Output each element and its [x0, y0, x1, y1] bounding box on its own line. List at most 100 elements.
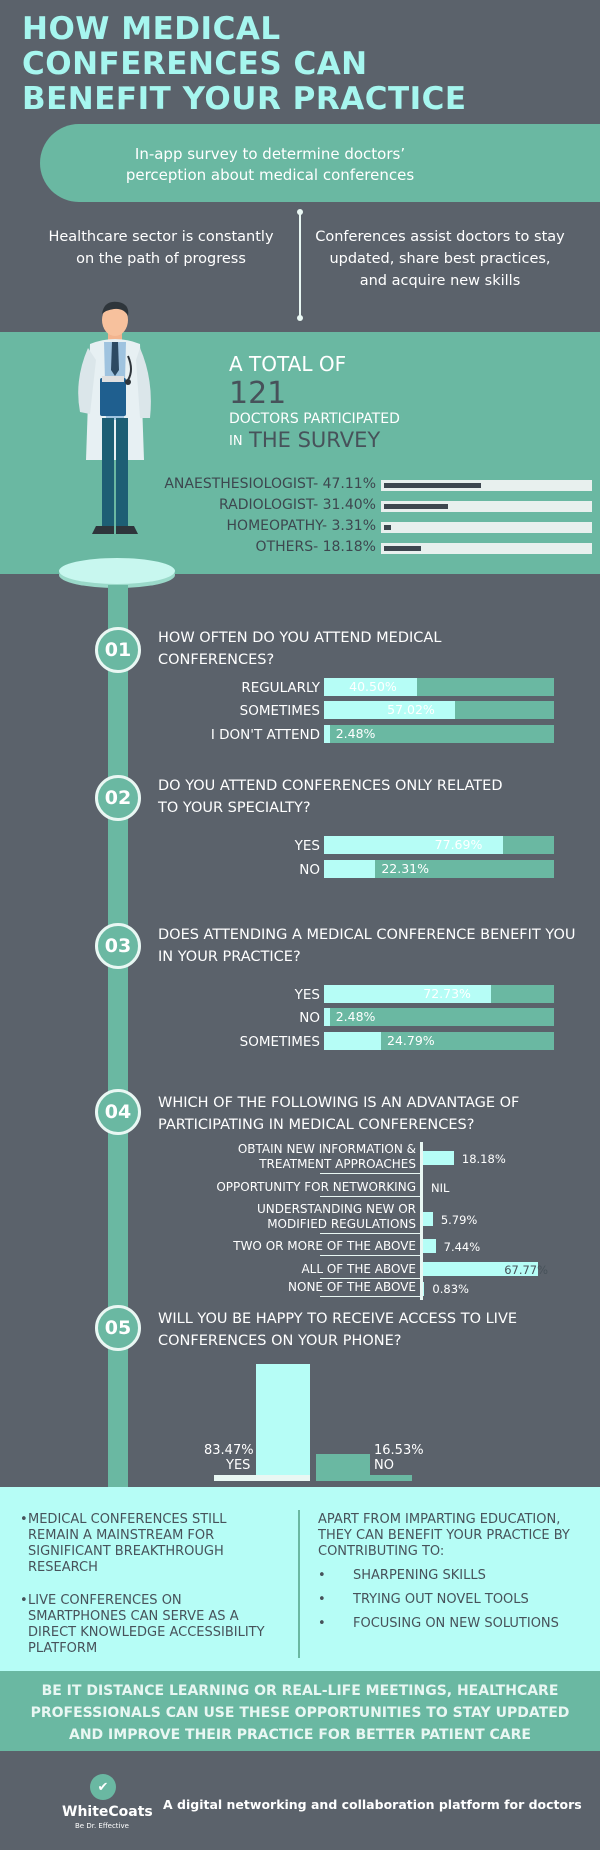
- total-label: A TOTAL OF: [229, 352, 347, 376]
- option-label: NO: [299, 1010, 320, 1026]
- advantage-value: 5.79%: [440, 1213, 478, 1227]
- conclusion-line: MEDICAL CONFERENCES STILL: [28, 1512, 227, 1527]
- advantage-value: 7.44%: [443, 1240, 481, 1254]
- advantage-label: UNDERSTANDING NEW OR MODIFIED REGULATION…: [257, 1202, 416, 1232]
- yes-bar: [256, 1364, 310, 1476]
- option-value: 24.79%: [387, 1033, 435, 1048]
- platform-description: A digital networking and collaboration p…: [163, 1797, 582, 1812]
- question-line: WILL YOU BE HAPPY TO RECEIVE ACCESS TO L…: [158, 1311, 518, 1327]
- no-bar: [316, 1453, 370, 1476]
- option-bar: 40.50%: [324, 678, 554, 696]
- bullet: •: [20, 1593, 28, 1608]
- option-label: SOMETIMES: [239, 1034, 320, 1050]
- survey-line: In-app survey to determine doctors’: [134, 145, 406, 163]
- chart-baseline: [316, 1475, 412, 1481]
- advantage-label-line: OBTAIN NEW INFORMATION &: [237, 1142, 416, 1156]
- option-bar-fill: [324, 1032, 382, 1050]
- specialty-bar-fill: [384, 483, 481, 488]
- question-number-badge: 03: [95, 923, 141, 969]
- option-label: SOMETIMES: [239, 703, 320, 719]
- total-count: 121: [229, 376, 287, 411]
- conclusion-line: APART FROM IMPARTING EDUCATION,: [318, 1512, 561, 1527]
- option-value: 2.48%: [335, 1009, 376, 1024]
- question-number-badge: 02: [95, 775, 141, 821]
- advantage-label-line: TREATMENT APPROACHES: [259, 1157, 416, 1171]
- specialty-label: OTHERS- 18.18%: [255, 539, 376, 555]
- specialty-bar: [381, 522, 592, 533]
- footer-line: PROFESSIONALS CAN USE THESE OPPORTUNITIE…: [30, 1705, 570, 1721]
- option-bar: 2.48%: [324, 725, 554, 743]
- option-label: NO: [299, 862, 320, 878]
- advantage-label-line: ALL OF THE ABOVE: [301, 1262, 416, 1276]
- advantage-label-line: UNDERSTANDING NEW OR: [256, 1202, 416, 1216]
- specialty-label: ANAESTHESIOLOGIST- 47.11%: [164, 476, 376, 492]
- chart-axis: [420, 1142, 423, 1300]
- advantage-label-line: MODIFIED REGULATIONS: [267, 1217, 416, 1231]
- advantage-label-line: OPPORTUNITY FOR NETWORKING: [216, 1180, 416, 1194]
- option-value: 72.73%: [423, 986, 471, 1001]
- advantage-label-line: NONE OF THE ABOVE: [288, 1280, 416, 1294]
- question-line: WHICH OF THE FOLLOWING IS AN ADVANTAGE O…: [158, 1095, 520, 1111]
- footer-banner: [0, 1671, 600, 1751]
- conclusion-line: REMAIN A MAINSTREAM FOR: [28, 1528, 215, 1543]
- fact-conferences: Conferences assist doctors to stay updat…: [305, 226, 575, 292]
- yes-value: 83.47%: [204, 1443, 254, 1458]
- specialty-bar: [381, 501, 592, 512]
- option-label: REGULARLY: [241, 680, 320, 696]
- option-bar-fill: [324, 678, 418, 696]
- conclusion-item: LIVE CONFERENCES ON SMARTPHONES CAN SERV…: [28, 1593, 265, 1657]
- participants-in: IN: [229, 434, 243, 449]
- conclusion-line: SMARTPHONES CAN SERVE AS A: [28, 1609, 239, 1624]
- whitecoats-logo-icon: ✔: [90, 1774, 116, 1800]
- conclusions-divider: [298, 1510, 300, 1658]
- logo-tagline: Be Dr. Effective: [75, 1822, 129, 1830]
- question-line: IN YOUR PRACTICE?: [158, 949, 301, 965]
- label-underline: [320, 1233, 420, 1234]
- chart-baseline: [214, 1475, 310, 1481]
- question-line: CONFERENCES?: [158, 652, 275, 668]
- option-value: 77.69%: [434, 837, 483, 852]
- option-bar-fill: [324, 1008, 330, 1026]
- bullet: •: [318, 1592, 326, 1607]
- specialty-bar-fill: [384, 546, 422, 551]
- option-value: 2.48%: [335, 726, 376, 741]
- conclusion-line: PLATFORM: [28, 1641, 98, 1656]
- option-label: YES: [294, 838, 320, 854]
- no-label: NO: [374, 1458, 394, 1473]
- fact-line: Healthcare sector is constantly: [48, 229, 274, 245]
- title-line: HOW MEDICAL: [22, 11, 281, 47]
- label-underline: [320, 1278, 420, 1279]
- survey-banner: [40, 124, 600, 202]
- benefit-item: FOCUSING ON NEW SOLUTIONS: [353, 1616, 559, 1631]
- doctor-illustration: [59, 301, 175, 588]
- conclusion-line: RESEARCH: [28, 1560, 98, 1575]
- advantage-value: 18.18%: [461, 1152, 506, 1166]
- fact-line: on the path of progress: [76, 251, 246, 267]
- conclusion-intro: APART FROM IMPARTING EDUCATION, THEY CAN…: [318, 1512, 570, 1560]
- advantage-label: TWO OR MORE OF THE ABOVE: [233, 1239, 416, 1254]
- label-underline: [320, 1173, 420, 1174]
- advantage-value: NIL: [431, 1181, 450, 1195]
- option-bar: 72.73%: [324, 985, 554, 1003]
- conclusions-section: [0, 1487, 600, 1671]
- conclusion-line: DIRECT KNOWLEDGE ACCESSIBILITY: [28, 1625, 265, 1640]
- advantage-label: OPPORTUNITY FOR NETWORKING: [216, 1180, 416, 1195]
- advantage-bar: [423, 1262, 539, 1276]
- bullet: •: [318, 1616, 326, 1631]
- question-number-badge: 04: [95, 1089, 141, 1135]
- option-bar: 57.02%: [324, 701, 554, 719]
- question-line: CONFERENCES ON YOUR PHONE?: [158, 1333, 402, 1349]
- survey-line: perception about medical conferences: [125, 166, 415, 184]
- label-underline: [320, 1296, 420, 1297]
- option-value: 22.31%: [381, 861, 429, 876]
- label-underline: [320, 1255, 420, 1256]
- specialty-bar: [381, 480, 592, 491]
- no-value: 16.53%: [374, 1443, 424, 1458]
- question-number-badge: 05: [95, 1305, 141, 1351]
- question-line: DO YOU ATTEND CONFERENCES ONLY RELATED: [158, 778, 503, 794]
- option-bar-fill: [324, 860, 376, 878]
- fact-line: and acquire new skills: [359, 273, 521, 289]
- question-text: WILL YOU BE HAPPY TO RECEIVE ACCESS TO L…: [158, 1308, 588, 1352]
- option-bar: 24.79%: [324, 1032, 554, 1050]
- conclusion-line: SIGNIFICANT BREAKTHROUGH: [28, 1544, 224, 1559]
